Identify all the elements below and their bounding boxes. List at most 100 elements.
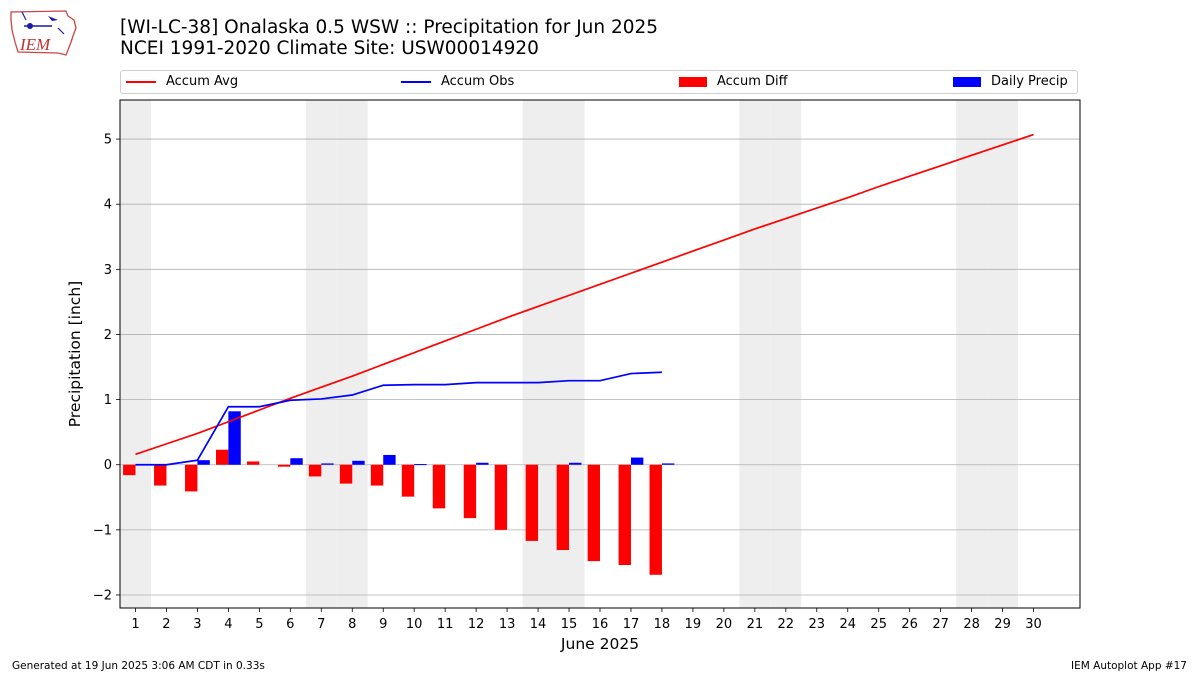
x-tick-label: 17 <box>623 617 640 632</box>
legend-swatch-accum-avg <box>126 80 156 83</box>
x-tick-label: 15 <box>561 617 578 632</box>
accum-diff-bar <box>649 464 662 575</box>
accum-diff-bar <box>370 464 384 486</box>
daily-precip-bar <box>321 463 334 465</box>
daily-precip-bar <box>569 462 582 465</box>
y-axis-label: Precipitation [inch] <box>66 281 84 427</box>
x-tick-label: 25 <box>870 617 887 632</box>
x-tick-label: 9 <box>379 617 387 632</box>
accum-diff-bar <box>587 464 600 562</box>
weekend-shade-day-21 <box>739 100 771 608</box>
x-tick-label: 12 <box>468 617 485 632</box>
title-line-1: [WI-LC-38] Onalaska 0.5 WSW :: Precipita… <box>120 17 659 38</box>
x-tick-label: 30 <box>1025 617 1042 632</box>
weekend-shade-day-7 <box>305 100 337 608</box>
accum-diff-bar <box>246 461 260 465</box>
weekend-shade-day-28 <box>956 100 988 608</box>
daily-precip-bar <box>290 458 303 465</box>
accum-diff-bar <box>618 464 631 566</box>
x-tick-label: 13 <box>499 617 516 632</box>
legend-label-accum-obs: Accum Obs <box>441 74 515 89</box>
x-tick-label: 3 <box>193 617 201 632</box>
y-tick-label: 1 <box>104 393 112 408</box>
accum-diff-bar <box>185 464 198 492</box>
x-tick-label: 21 <box>747 617 764 632</box>
daily-precip-bar <box>228 411 241 465</box>
iowa-state-outline-icon: IEM <box>10 10 77 56</box>
x-axis-label: June 2025 <box>560 635 639 653</box>
title-line-2: NCEI 1991-2020 Climate Site: USW00014920 <box>120 38 539 59</box>
y-tick-label: −2 <box>93 588 112 603</box>
accum-diff-bar <box>123 464 136 476</box>
x-tick-label: 27 <box>932 617 949 632</box>
legend-swatch-daily-precip <box>953 76 981 87</box>
accum-diff-bar <box>432 464 446 509</box>
footer-generated-text: Generated at 19 Jun 2025 3:06 AM CDT in … <box>12 660 265 672</box>
x-tick-label: 7 <box>317 617 325 632</box>
accum-diff-bar <box>339 464 353 484</box>
weekend-shade-day-22 <box>770 100 802 608</box>
x-tick-label: 29 <box>994 617 1011 632</box>
legend-label-accum-diff: Accum Diff <box>717 74 788 89</box>
daily-precip-bar <box>197 460 210 465</box>
daily-precip-bar <box>414 464 427 466</box>
x-tick-label: 20 <box>716 617 733 632</box>
x-tick-label: 5 <box>255 617 263 632</box>
x-tick-label: 18 <box>654 617 671 632</box>
logo-text: IEM <box>19 35 51 54</box>
daily-precip-bar <box>352 460 365 465</box>
accum-diff-bar <box>556 464 570 551</box>
y-tick-label: 3 <box>104 263 112 278</box>
accum-diff-bar <box>277 464 291 467</box>
chart-title: [WI-LC-38] Onalaska 0.5 WSW :: Precipita… <box>120 17 658 59</box>
legend-item-accum-obs: Accum Obs <box>401 74 514 89</box>
x-tick-label: 24 <box>839 617 856 632</box>
weekend-shade-day-8 <box>336 100 368 608</box>
daily-precip-bar <box>661 463 675 465</box>
y-tick-label: −1 <box>93 523 112 538</box>
x-tick-label: 6 <box>286 617 294 632</box>
chart-legend: Accum Avg Accum Obs Accum Diff Daily Pre… <box>120 70 1078 94</box>
legend-label-accum-avg: Accum Avg <box>166 74 239 89</box>
x-tick-label: 11 <box>437 617 454 632</box>
accum-diff-bar <box>154 464 167 486</box>
accum-diff-bar <box>401 464 415 497</box>
x-tick-label: 8 <box>348 617 356 632</box>
legend-item-accum-diff: Accum Diff <box>679 74 788 89</box>
daily-precip-bar <box>630 457 644 465</box>
y-tick-label: 5 <box>104 133 112 148</box>
legend-swatch-accum-obs <box>401 80 431 83</box>
iem-logo: IEM <box>8 6 80 58</box>
legend-item-accum-avg: Accum Avg <box>126 74 238 89</box>
accum-avg-line <box>135 133 1034 456</box>
weekend-shade-day-1 <box>120 100 151 608</box>
accum-diff-bar <box>463 464 477 519</box>
legend-item-daily-precip: Daily Precip <box>953 74 1068 89</box>
x-tick-label: 4 <box>224 617 232 632</box>
x-tick-label: 14 <box>530 617 547 632</box>
weekend-shade-day-29 <box>987 100 1019 608</box>
footer-app-text: IEM Autoplot App #17 <box>1071 660 1187 672</box>
accum-diff-bar <box>216 449 229 465</box>
accum-obs-line <box>135 371 662 466</box>
x-tick-label: 28 <box>963 617 980 632</box>
x-tick-label: 16 <box>592 617 609 632</box>
accum-diff-bar <box>525 464 539 541</box>
x-tick-label: 26 <box>901 617 918 632</box>
x-tick-label: 1 <box>131 617 139 632</box>
x-tick-label: 19 <box>685 617 702 632</box>
y-tick-label: 2 <box>104 328 112 343</box>
x-tick-label: 23 <box>809 617 826 632</box>
y-tick-label: 4 <box>104 198 112 213</box>
x-tick-label: 2 <box>162 617 170 632</box>
x-tick-label: 10 <box>406 617 423 632</box>
daily-precip-bar <box>476 462 489 465</box>
accum-diff-bar <box>308 464 322 477</box>
accum-diff-bar <box>494 464 508 530</box>
daily-precip-bar <box>383 454 396 465</box>
y-tick-label: 0 <box>104 458 112 473</box>
x-tick-label: 22 <box>778 617 795 632</box>
legend-label-daily-precip: Daily Precip <box>991 74 1068 89</box>
legend-swatch-accum-diff <box>679 76 707 87</box>
